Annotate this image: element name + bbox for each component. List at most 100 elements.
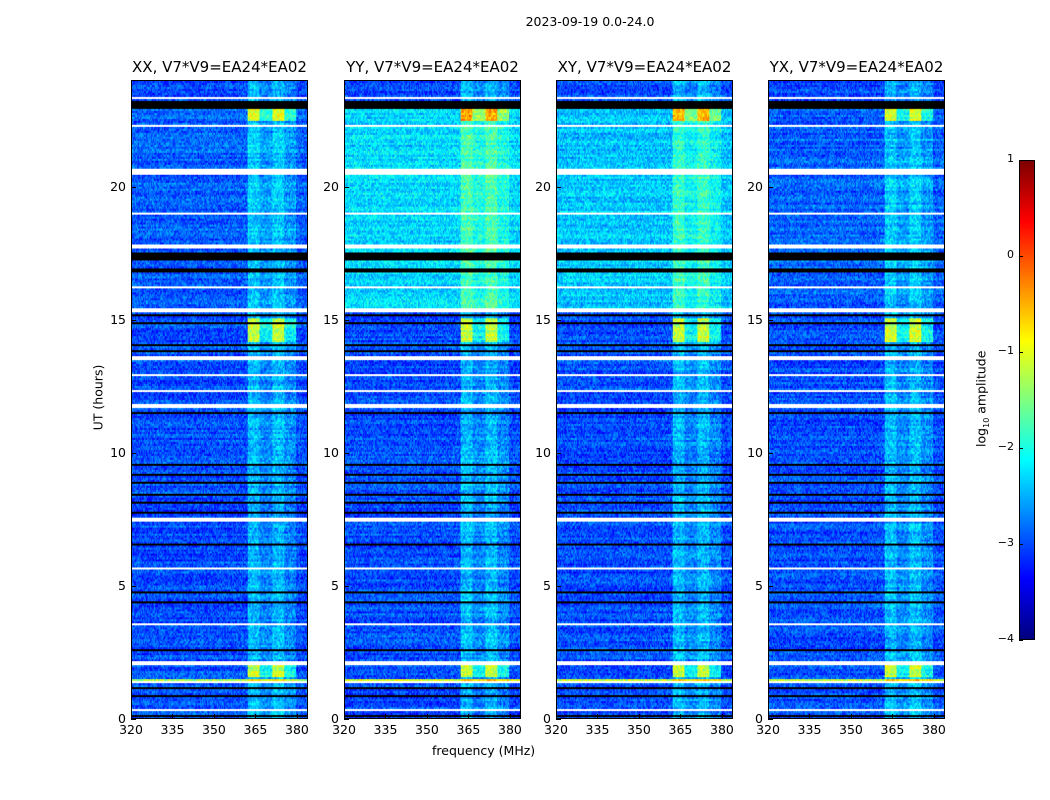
y-tick-mark xyxy=(768,319,773,321)
waterfall-panel xyxy=(344,80,521,719)
colorbar-tick-mark xyxy=(1019,160,1023,161)
y-tick-label: 5 xyxy=(543,577,551,593)
colorbar-tick-mark xyxy=(1019,640,1023,641)
x-tick-label: 350 xyxy=(839,722,863,737)
y-tick-mark xyxy=(768,719,773,720)
y-axis-label: UT (hours) xyxy=(90,364,106,431)
colorbar-tick-label: −3 xyxy=(997,536,1014,549)
y-tick-mark xyxy=(344,186,349,188)
y-tick-label: 20 xyxy=(747,178,763,194)
y-tick-mark xyxy=(768,452,773,454)
panel-title: YX, V7*V9=EA24*EA02 xyxy=(769,58,944,76)
y-tick-mark xyxy=(131,585,136,587)
y-tick-mark xyxy=(131,719,136,720)
y-tick-mark xyxy=(556,585,561,587)
y-tick-label: 15 xyxy=(535,311,551,327)
x-tick-mark xyxy=(296,714,298,719)
x-tick-label: 380 xyxy=(922,722,946,737)
y-tick-mark xyxy=(768,585,773,587)
x-tick-mark xyxy=(892,714,894,719)
x-tick-label: 365 xyxy=(243,722,268,737)
colorbar-tick-label: −1 xyxy=(997,344,1014,357)
colorbar-tick-label: 1 xyxy=(1007,152,1014,165)
x-tick-label: 320 xyxy=(119,722,143,737)
y-tick-label: 15 xyxy=(110,311,126,327)
x-tick-mark xyxy=(850,714,852,719)
y-tick-mark xyxy=(344,319,349,321)
y-tick-label: 10 xyxy=(535,444,551,460)
x-tick-mark xyxy=(556,714,557,719)
y-tick-mark xyxy=(344,452,349,454)
x-tick-label: 380 xyxy=(285,722,309,737)
x-tick-label: 380 xyxy=(710,722,734,737)
x-tick-mark xyxy=(638,714,640,719)
colorbar xyxy=(1019,160,1035,640)
figure-title: 2023-09-19 0.0-24.0 xyxy=(525,14,655,29)
heatmap-image xyxy=(557,81,732,718)
x-tick-label: 335 xyxy=(160,722,185,737)
x-tick-label: 335 xyxy=(585,722,610,737)
x-tick-label: 350 xyxy=(415,722,439,737)
x-tick-mark xyxy=(131,714,132,719)
heatmap-image xyxy=(345,81,520,718)
colorbar-tick-mark xyxy=(1019,544,1023,545)
x-tick-mark xyxy=(344,714,345,719)
y-tick-label: 10 xyxy=(110,444,126,460)
y-tick-mark xyxy=(556,452,561,454)
y-tick-mark xyxy=(131,319,136,321)
x-tick-mark xyxy=(768,714,769,719)
x-tick-label: 365 xyxy=(880,722,905,737)
y-tick-mark xyxy=(344,585,349,587)
x-tick-mark xyxy=(721,714,723,719)
y-tick-mark xyxy=(131,452,136,454)
x-tick-label: 335 xyxy=(797,722,822,737)
colorbar-tick-label: 0 xyxy=(1007,248,1014,261)
y-tick-label: 20 xyxy=(535,178,551,194)
y-tick-label: 20 xyxy=(323,178,339,194)
x-tick-mark xyxy=(680,714,682,719)
x-tick-mark xyxy=(809,714,811,719)
panel-title: XX, V7*V9=EA24*EA02 xyxy=(132,58,307,76)
y-tick-label: 5 xyxy=(118,577,126,593)
x-tick-mark xyxy=(509,714,511,719)
y-tick-mark xyxy=(344,719,349,720)
x-tick-mark xyxy=(468,714,470,719)
heatmap-image xyxy=(769,81,944,718)
y-tick-mark xyxy=(131,186,136,188)
x-tick-mark xyxy=(213,714,215,719)
y-tick-label: 0 xyxy=(331,711,339,726)
waterfall-panel xyxy=(556,80,733,719)
waterfall-panel xyxy=(131,80,308,719)
x-tick-mark xyxy=(385,714,387,719)
panel-title: YY, V7*V9=EA24*EA02 xyxy=(346,58,519,76)
y-tick-mark xyxy=(556,186,561,188)
colorbar-tick-mark xyxy=(1019,352,1023,353)
y-tick-label: 10 xyxy=(747,444,763,460)
x-tick-label: 350 xyxy=(627,722,651,737)
x-tick-label: 320 xyxy=(756,722,780,737)
x-tick-label: 380 xyxy=(498,722,522,737)
y-tick-label: 0 xyxy=(543,711,551,726)
x-tick-label: 320 xyxy=(544,722,568,737)
x-tick-mark xyxy=(172,714,174,719)
y-tick-label: 15 xyxy=(323,311,339,327)
x-tick-label: 320 xyxy=(332,722,356,737)
x-tick-label: 335 xyxy=(373,722,398,737)
y-tick-label: 0 xyxy=(755,711,763,726)
x-tick-label: 365 xyxy=(456,722,481,737)
x-tick-label: 350 xyxy=(202,722,226,737)
colorbar-tick-label: −2 xyxy=(997,440,1014,453)
x-axis-label: frequency (MHz) xyxy=(432,743,536,758)
y-tick-mark xyxy=(768,186,773,188)
y-tick-label: 20 xyxy=(110,178,126,194)
y-tick-label: 5 xyxy=(331,577,339,593)
x-tick-mark xyxy=(933,714,935,719)
heatmap-image xyxy=(132,81,307,718)
x-tick-mark xyxy=(597,714,599,719)
x-tick-label: 365 xyxy=(668,722,693,737)
y-tick-label: 15 xyxy=(747,311,763,327)
y-tick-mark xyxy=(556,319,561,321)
colorbar-tick-mark xyxy=(1019,256,1023,257)
colorbar-tick-mark xyxy=(1019,448,1023,449)
